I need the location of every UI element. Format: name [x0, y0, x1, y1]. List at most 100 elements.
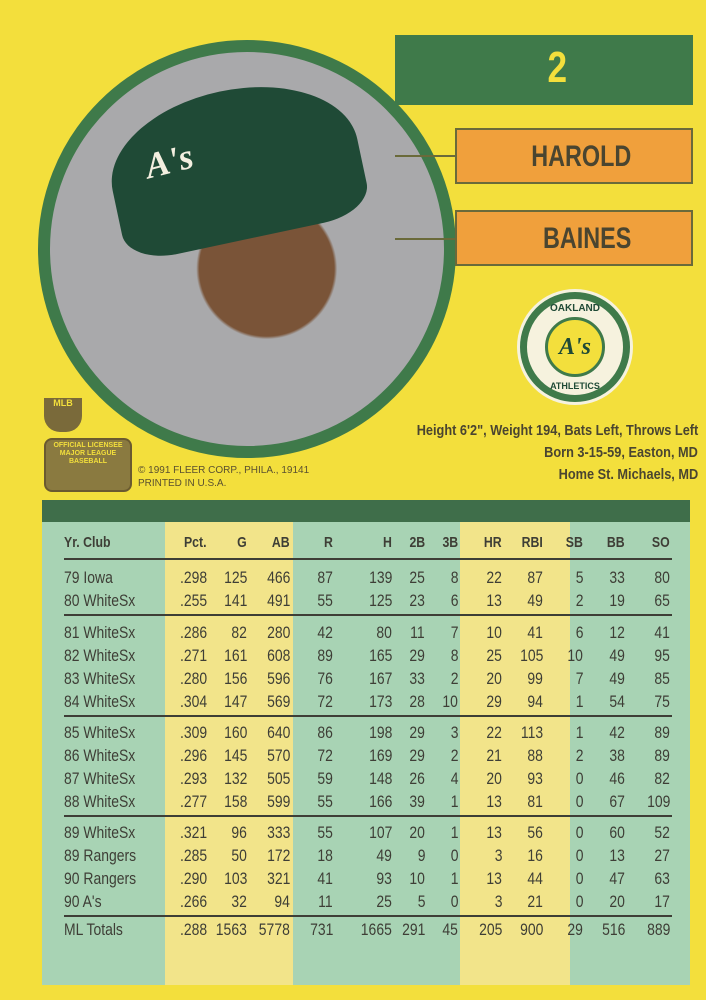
row-cell: 113 — [520, 723, 543, 742]
row-cell: 29 — [486, 692, 502, 711]
row-cell: 72 — [317, 746, 333, 765]
row-cell: 95 — [654, 646, 670, 665]
row-cell: 49 — [376, 846, 392, 865]
row-cell: 33 — [609, 568, 625, 587]
row-cell: 55 — [317, 823, 333, 842]
header-cell: AB — [272, 534, 290, 551]
row-cell: 99 — [527, 669, 543, 688]
row-cell: .290 — [179, 869, 207, 888]
row-cell: 83 WhiteSx — [64, 669, 136, 688]
row-cell: 12 — [609, 623, 625, 642]
totals-cell: 205 — [478, 920, 502, 939]
bio-line: Home St. Michaels, MD — [558, 466, 698, 483]
printed-in: PRINTED IN U.S.A. — [138, 478, 227, 489]
row-cell: 6 — [450, 591, 458, 610]
row-cell: 280 — [266, 623, 290, 642]
row-cell: 132 — [223, 769, 247, 788]
row-cell: 39 — [409, 792, 425, 811]
row-cell: 90 Rangers — [64, 869, 137, 888]
row-cell: 156 — [223, 669, 247, 688]
row-cell: 491 — [266, 591, 290, 610]
divider — [395, 238, 455, 240]
licensee-text: OFFICIAL LICENSEE MAJOR LEAGUE BASEBALL — [53, 442, 123, 465]
row-cell: 13 — [486, 591, 502, 610]
row-cell: 0 — [575, 892, 583, 911]
row-cell: 11 — [410, 623, 425, 642]
row-cell: 161 — [223, 646, 247, 665]
row-cell: 29 — [409, 723, 425, 742]
row-cell: 147 — [223, 692, 247, 711]
row-cell: 82 WhiteSx — [64, 646, 136, 665]
card-number-bar: 2 — [395, 35, 693, 105]
header-cell: R — [324, 534, 333, 551]
row-cell: 25 — [486, 646, 502, 665]
row-cell: 89 WhiteSx — [64, 823, 136, 842]
bio-line: Height 6'2", Weight 194, Bats Left, Thro… — [416, 422, 698, 439]
totals-cell: 889 — [646, 920, 670, 939]
header-cell: 2B — [409, 534, 425, 551]
row-cell: 169 — [368, 746, 392, 765]
row-cell: 84 WhiteSx — [64, 692, 136, 711]
row-cell: 1 — [575, 692, 583, 711]
row-cell: 25 — [409, 568, 425, 587]
row-cell: 13 — [486, 869, 502, 888]
totals-cell: ML Totals — [64, 920, 123, 939]
row-cell: 160 — [223, 723, 247, 742]
row-cell: 67 — [609, 792, 625, 811]
row-cell: 6 — [575, 623, 583, 642]
copyright: © 1991 FLEER CORP., PHILA., 19141 — [138, 465, 310, 476]
logo-top-text: OAKLAND — [550, 303, 600, 314]
row-cell: 42 — [317, 623, 333, 642]
row-divider — [64, 558, 672, 560]
row-cell: 50 — [231, 846, 247, 865]
row-cell: 55 — [317, 591, 333, 610]
row-divider — [64, 915, 672, 917]
table-header-bar — [42, 500, 690, 522]
row-cell: 96 — [231, 823, 247, 842]
totals-cell: 29 — [567, 920, 583, 939]
row-cell: 89 — [654, 746, 670, 765]
row-cell: 570 — [266, 746, 290, 765]
row-cell: 27 — [654, 846, 670, 865]
row-cell: 82 — [231, 623, 247, 642]
row-cell: 640 — [266, 723, 290, 742]
row-cell: 79 Iowa — [64, 568, 113, 587]
row-cell: .285 — [179, 846, 207, 865]
first-name: HAROLD — [530, 140, 631, 173]
row-cell: 20 — [409, 823, 425, 842]
row-cell: 125 — [368, 591, 392, 610]
row-cell: 54 — [609, 692, 625, 711]
row-cell: 158 — [223, 792, 247, 811]
row-cell: .280 — [179, 669, 207, 688]
row-cell: .298 — [179, 568, 207, 587]
team-logo: OAKLAND A's ATHLETICS — [520, 292, 630, 402]
row-cell: 1 — [450, 823, 458, 842]
row-cell: 107 — [368, 823, 392, 842]
totals-cell: 291 — [401, 920, 425, 939]
row-cell: 93 — [376, 869, 392, 888]
stats-table: Yr. Club Pct. G AB R H 2B 3B HR RBI SB BB SO 79 Iowa.… — [42, 500, 690, 985]
row-cell: .277 — [179, 792, 207, 811]
totals-cell: 731 — [309, 920, 333, 939]
row-cell: 56 — [527, 823, 543, 842]
row-cell: 60 — [609, 823, 625, 842]
row-cell: 569 — [266, 692, 290, 711]
row-cell: 38 — [609, 746, 625, 765]
row-cell: 21 — [527, 892, 543, 911]
divider — [395, 155, 455, 157]
row-cell: 5 — [575, 568, 583, 587]
row-cell: 20 — [609, 892, 625, 911]
row-divider — [64, 614, 672, 616]
row-cell: 82 — [654, 769, 670, 788]
mlb-logo: MLB — [44, 398, 82, 432]
row-cell: 8 — [450, 646, 458, 665]
row-divider — [64, 815, 672, 817]
row-cell: 49 — [527, 591, 543, 610]
row-cell: .255 — [179, 591, 207, 610]
first-name-box: HAROLD — [455, 128, 693, 184]
row-cell: 105 — [519, 646, 543, 665]
row-cell: 505 — [266, 769, 290, 788]
row-cell: 89 Rangers — [64, 846, 137, 865]
row-cell: 608 — [266, 646, 290, 665]
row-cell: 148 — [368, 769, 392, 788]
